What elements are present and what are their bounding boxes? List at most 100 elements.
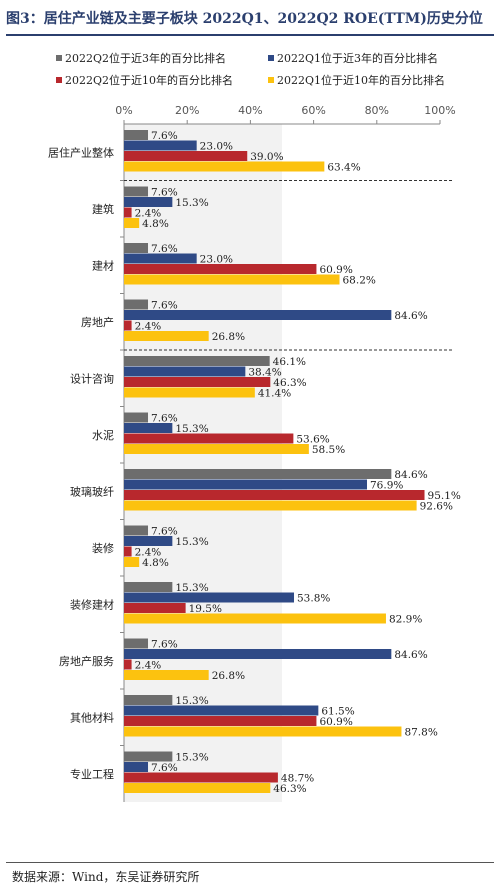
bar bbox=[124, 218, 140, 228]
bar bbox=[124, 783, 271, 793]
legend-swatch-q2-3y bbox=[56, 55, 62, 61]
bar-chart: 0% 20% 40% 60% 80% 100% 居住产业整体 7.6% 23.0% 39.0% 63… bbox=[48, 104, 461, 802]
bar bbox=[124, 387, 255, 398]
data-label: 84.6% bbox=[394, 310, 427, 322]
bar bbox=[124, 320, 132, 331]
title-divider bbox=[6, 34, 494, 36]
legend-item-q2-10y: 2022Q2位于近10年的百分比排名 bbox=[56, 72, 233, 88]
category-label: 建材 bbox=[92, 258, 114, 272]
bar bbox=[124, 638, 149, 649]
bar bbox=[124, 670, 209, 680]
bar bbox=[124, 253, 197, 264]
category-label: 建筑 bbox=[92, 202, 114, 216]
data-label: 41.4% bbox=[258, 388, 291, 400]
bar bbox=[124, 479, 368, 490]
data-label: 92.6% bbox=[420, 501, 453, 513]
x-tick-label: 20% bbox=[175, 104, 199, 117]
source-note: 数据来源：Wind，东吴证券研究所 bbox=[12, 870, 200, 884]
x-tick-label: 100% bbox=[424, 104, 455, 117]
data-label: 60.9% bbox=[319, 264, 352, 276]
bar bbox=[124, 366, 246, 377]
bar bbox=[124, 161, 325, 172]
bar bbox=[124, 356, 270, 366]
chart-title: 图3：居住产业链及主要子板块 2022Q1、2022Q2 ROE(TTM)历史分… bbox=[6, 11, 483, 27]
data-label: 7.6% bbox=[151, 762, 178, 774]
bar bbox=[124, 536, 173, 546]
bar bbox=[124, 716, 317, 726]
bar bbox=[124, 772, 278, 783]
bar bbox=[124, 264, 317, 274]
data-label: 76.9% bbox=[370, 480, 403, 492]
data-label: 46.3% bbox=[273, 377, 306, 389]
bar bbox=[124, 444, 309, 454]
data-label: 2.4% bbox=[135, 321, 162, 333]
data-label: 7.6% bbox=[151, 187, 178, 199]
legend-label-q1-3y: 2022Q1位于近3年的百分比排名 bbox=[277, 52, 439, 65]
data-label: 26.8% bbox=[212, 670, 245, 682]
data-label: 7.6% bbox=[151, 130, 178, 142]
bar bbox=[124, 603, 186, 613]
bar bbox=[124, 243, 149, 253]
legend-item-q1-3y: 2022Q1位于近3年的百分比排名 bbox=[268, 50, 438, 66]
legend-item-q1-10y: 2022Q1位于近10年的百分比排名 bbox=[268, 72, 445, 88]
bar bbox=[124, 726, 402, 737]
legend-item-q2-3y: 2022Q2位于近3年的百分比排名 bbox=[56, 50, 226, 66]
data-label: 46.1% bbox=[273, 356, 306, 368]
bar bbox=[124, 433, 294, 444]
category-label: 装修建材 bbox=[70, 597, 114, 611]
bar bbox=[124, 412, 149, 423]
bar bbox=[124, 705, 319, 716]
data-label: 2.4% bbox=[135, 660, 162, 672]
data-label: 7.6% bbox=[151, 413, 178, 425]
bar bbox=[124, 140, 197, 151]
data-label: 95.1% bbox=[428, 490, 461, 502]
x-tick-label: 80% bbox=[365, 104, 389, 117]
data-label: 23.0% bbox=[200, 254, 233, 266]
category-label: 玻璃玻纤 bbox=[70, 484, 114, 498]
bar bbox=[124, 490, 425, 500]
data-label: 26.8% bbox=[212, 331, 245, 343]
category-label: 房地产服务 bbox=[59, 654, 114, 668]
data-label: 53.6% bbox=[296, 434, 329, 446]
data-label: 15.3% bbox=[175, 752, 208, 764]
data-label: 48.7% bbox=[281, 773, 314, 785]
data-label: 84.6% bbox=[394, 649, 427, 661]
data-label: 82.9% bbox=[389, 614, 422, 626]
legend-label-q2-3y: 2022Q2位于近3年的百分比排名 bbox=[65, 52, 227, 65]
bar bbox=[124, 310, 392, 320]
category-label: 专业工程 bbox=[70, 767, 114, 781]
data-label: 84.6% bbox=[394, 469, 427, 481]
bar bbox=[124, 186, 149, 197]
bar bbox=[124, 469, 392, 479]
bar bbox=[124, 751, 173, 762]
bar bbox=[124, 197, 173, 207]
data-label: 15.3% bbox=[175, 197, 208, 209]
bar bbox=[124, 331, 209, 341]
bar bbox=[124, 377, 271, 387]
legend-swatch-q1-3y bbox=[268, 55, 274, 61]
legend-swatch-q2-10y bbox=[56, 77, 62, 83]
data-label: 58.5% bbox=[312, 444, 345, 456]
data-label: 61.5% bbox=[321, 706, 354, 718]
legend-swatch-q1-10y bbox=[268, 77, 274, 83]
data-label: 7.6% bbox=[151, 243, 178, 255]
data-label: 46.3% bbox=[273, 783, 306, 795]
legend-label-q2-10y: 2022Q2位于近10年的百分比排名 bbox=[65, 74, 234, 87]
data-label: 15.3% bbox=[175, 423, 208, 435]
data-label: 7.6% bbox=[151, 639, 178, 651]
category-label: 装修 bbox=[92, 541, 114, 555]
bar bbox=[124, 659, 132, 670]
bar bbox=[124, 423, 173, 433]
data-label: 60.9% bbox=[319, 716, 352, 728]
legend-label-q1-10y: 2022Q1位于近10年的百分比排名 bbox=[277, 74, 446, 87]
x-tick-label: 60% bbox=[301, 104, 325, 117]
bar bbox=[124, 130, 149, 140]
data-label: 2.4% bbox=[135, 208, 162, 220]
data-label: 68.2% bbox=[343, 275, 376, 287]
bar bbox=[124, 649, 392, 659]
bar bbox=[124, 151, 248, 161]
x-tick-label: 0% bbox=[115, 104, 132, 117]
data-label: 15.3% bbox=[175, 695, 208, 707]
category-label: 居住产业整体 bbox=[48, 145, 114, 159]
data-label: 7.6% bbox=[151, 300, 178, 312]
